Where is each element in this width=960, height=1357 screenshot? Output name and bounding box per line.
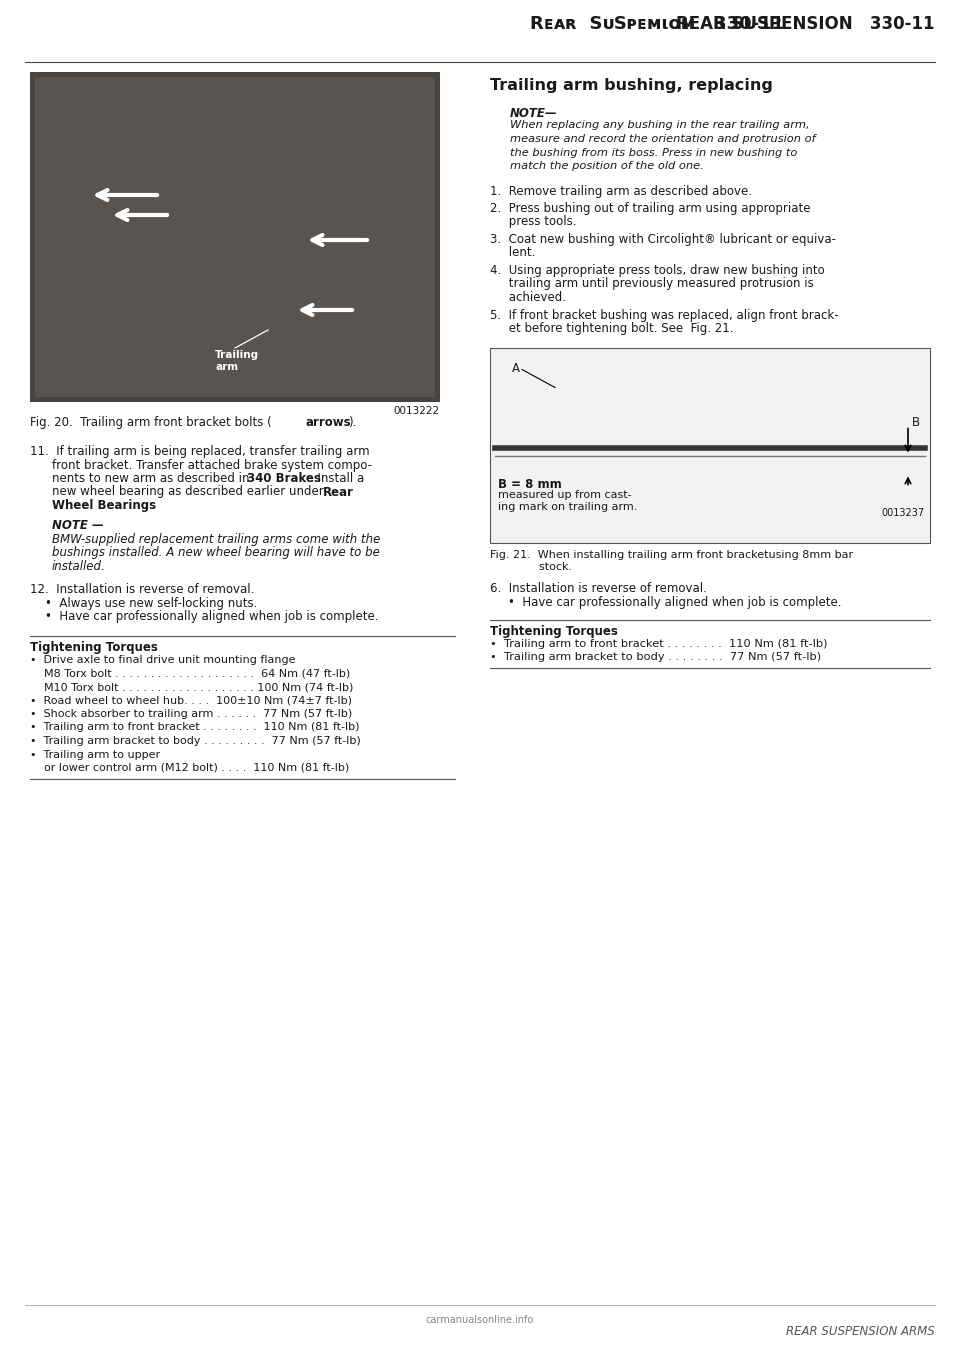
Text: Fig. 20.  Trailing arm front bracket bolts (: Fig. 20. Trailing arm front bracket bolt… <box>30 417 272 429</box>
Text: nents to new arm as described in: nents to new arm as described in <box>52 472 253 484</box>
Text: •  Shock absorber to trailing arm . . . . . .  77 Nm (57 ft-lb): • Shock absorber to trailing arm . . . .… <box>30 708 352 719</box>
Text: 2.  Press bushing out of trailing arm using appropriate: 2. Press bushing out of trailing arm usi… <box>490 202 810 214</box>
Text: NOTE—: NOTE— <box>510 107 558 119</box>
Text: carmanualsonline.info: carmanualsonline.info <box>426 1315 534 1324</box>
Bar <box>35 77 435 398</box>
Text: •  Trailing arm bracket to body . . . . . . . .  77 Nm (57 ft-lb): • Trailing arm bracket to body . . . . .… <box>490 653 821 662</box>
Text: Trailing arm bushing, replacing: Trailing arm bushing, replacing <box>490 77 773 94</box>
Text: trailing arm until previously measured protrusion is: trailing arm until previously measured p… <box>490 277 814 290</box>
Text: Trailing
arm: Trailing arm <box>215 350 259 372</box>
Text: match the position of the old one.: match the position of the old one. <box>510 161 704 171</box>
Text: 0013222: 0013222 <box>394 406 440 417</box>
Text: et before tightening bolt. See  Fig. 21.: et before tightening bolt. See Fig. 21. <box>490 322 733 335</box>
Text: the bushing from its boss. Press in new bushing to: the bushing from its boss. Press in new … <box>510 148 798 157</box>
Text: M8 Torx bolt . . . . . . . . . . . . . . . . . . . .  64 Nm (47 ft-lb): M8 Torx bolt . . . . . . . . . . . . . .… <box>30 669 350 678</box>
Text: •  Trailing arm to front bracket . . . . . . . .  110 Nm (81 ft-lb): • Trailing arm to front bracket . . . . … <box>490 639 828 649</box>
Text: M10 Torx bolt . . . . . . . . . . . . . . . . . . . 100 Nm (74 ft-lb): M10 Torx bolt . . . . . . . . . . . . . … <box>30 683 353 692</box>
Text: ing mark on trailing arm.: ing mark on trailing arm. <box>498 502 637 513</box>
Text: measure and record the orientation and protrusion of: measure and record the orientation and p… <box>510 134 816 144</box>
Text: •  Trailing arm to upper: • Trailing arm to upper <box>30 749 160 760</box>
Text: Tightening Torques: Tightening Torques <box>30 642 157 654</box>
Text: .: . <box>144 499 148 512</box>
Text: •  Road wheel to wheel hub. . . .  100±10 Nm (74±7 ft-lb): • Road wheel to wheel hub. . . . 100±10 … <box>30 696 352 706</box>
Text: B = 8 mm: B = 8 mm <box>498 478 562 490</box>
Bar <box>490 347 930 543</box>
Text: 6.  Installation is reverse of removal.: 6. Installation is reverse of removal. <box>490 582 707 596</box>
Text: bushings installed. A new wheel bearing will have to be: bushings installed. A new wheel bearing … <box>52 546 380 559</box>
Text: Fig. 21.  When installing trailing arm front bracketusing 8mm bar: Fig. 21. When installing trailing arm fr… <box>490 551 853 560</box>
Bar <box>30 72 440 402</box>
Text: 1.  Remove trailing arm as described above.: 1. Remove trailing arm as described abov… <box>490 185 752 198</box>
Text: NOTE —: NOTE — <box>52 518 104 532</box>
Text: 4.  Using appropriate press tools, draw new bushing into: 4. Using appropriate press tools, draw n… <box>490 265 825 277</box>
Text: measured up from cast-: measured up from cast- <box>498 490 632 501</box>
Text: B: B <box>912 415 920 429</box>
Text: installed.: installed. <box>52 559 106 573</box>
Text: 11.  If trailing arm is being replaced, transfer trailing arm: 11. If trailing arm is being replaced, t… <box>30 445 370 459</box>
Text: . Install a: . Install a <box>310 472 364 484</box>
Text: Wheel Bearings: Wheel Bearings <box>52 499 156 512</box>
Text: •  Drive axle to final drive unit mounting flange: • Drive axle to final drive unit mountin… <box>30 655 296 665</box>
Text: Tightening Torques: Tightening Torques <box>490 626 618 639</box>
Text: lent.: lent. <box>490 247 536 259</box>
Text: ).: ). <box>348 417 356 429</box>
Text: press tools.: press tools. <box>490 216 577 228</box>
Text: •  Have car professionally aligned when job is complete.: • Have car professionally aligned when j… <box>508 596 842 609</box>
Text: 340 Brakes: 340 Brakes <box>247 472 321 484</box>
Text: arrows: arrows <box>305 417 350 429</box>
Text: achieved.: achieved. <box>490 290 566 304</box>
Text: •  Trailing arm bracket to body . . . . . . . . .  77 Nm (57 ft-lb): • Trailing arm bracket to body . . . . .… <box>30 735 361 746</box>
Text: 5.  If front bracket bushing was replaced, align front brack-: 5. If front bracket bushing was replaced… <box>490 308 839 322</box>
Text: •  Have car professionally aligned when job is complete.: • Have car professionally aligned when j… <box>45 611 378 623</box>
Text: new wheel bearing as described earlier under: new wheel bearing as described earlier u… <box>52 486 327 498</box>
Text: REAR SUSPENSION ARMS: REAR SUSPENSION ARMS <box>786 1324 935 1338</box>
Text: front bracket. Transfer attached brake system compo-: front bracket. Transfer attached brake s… <box>52 459 372 471</box>
Text: Rear: Rear <box>323 486 354 498</box>
Text: A: A <box>512 362 520 376</box>
Text: 0013237: 0013237 <box>882 508 925 517</box>
Text: Rᴇᴀʀ  SᴜSᴘᴇᴍιоᴍ   330-11: Rᴇᴀʀ SᴜSᴘᴇᴍιоᴍ 330-11 <box>530 15 784 33</box>
Text: REAR SUSPENSION   330-11: REAR SUSPENSION 330-11 <box>677 15 935 33</box>
Text: When replacing any bushing in the rear trailing arm,: When replacing any bushing in the rear t… <box>510 121 809 130</box>
Text: or lower control arm (M12 bolt) . . . .  110 Nm (81 ft-lb): or lower control arm (M12 bolt) . . . . … <box>30 763 349 773</box>
Text: BMW-supplied replacement trailing arms come with the: BMW-supplied replacement trailing arms c… <box>52 532 380 546</box>
Text: 12.  Installation is reverse of removal.: 12. Installation is reverse of removal. <box>30 584 254 596</box>
Text: 3.  Coat new bushing with Circolight® lubricant or equiva-: 3. Coat new bushing with Circolight® lub… <box>490 233 836 246</box>
Text: stock.: stock. <box>490 563 572 573</box>
Text: •  Always use new self-locking nuts.: • Always use new self-locking nuts. <box>45 597 257 609</box>
Text: •  Trailing arm to front bracket . . . . . . . .  110 Nm (81 ft-lb): • Trailing arm to front bracket . . . . … <box>30 722 359 733</box>
